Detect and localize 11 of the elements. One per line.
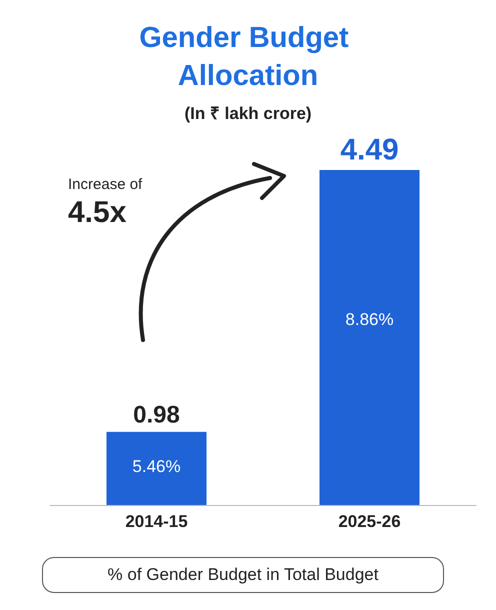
text: % of Gender Budget in Total Budget (42, 557, 444, 593)
annotation: 4.5x (68, 196, 126, 230)
annotation: Increase of (68, 176, 142, 193)
chart-title: Gender Budget Allocation (139, 22, 357, 92)
annotation: 8.86% (344, 310, 395, 330)
data-label: 4.49 (340, 134, 399, 166)
x-tick-label: 2014-15 (125, 512, 188, 531)
annotation: 5.46% (131, 457, 182, 478)
chart-subtitle: (In ₹ lakh crore) (184, 104, 312, 123)
x-tick-label: 2025-26 (338, 512, 401, 531)
data-label: 0.98 (133, 401, 180, 428)
